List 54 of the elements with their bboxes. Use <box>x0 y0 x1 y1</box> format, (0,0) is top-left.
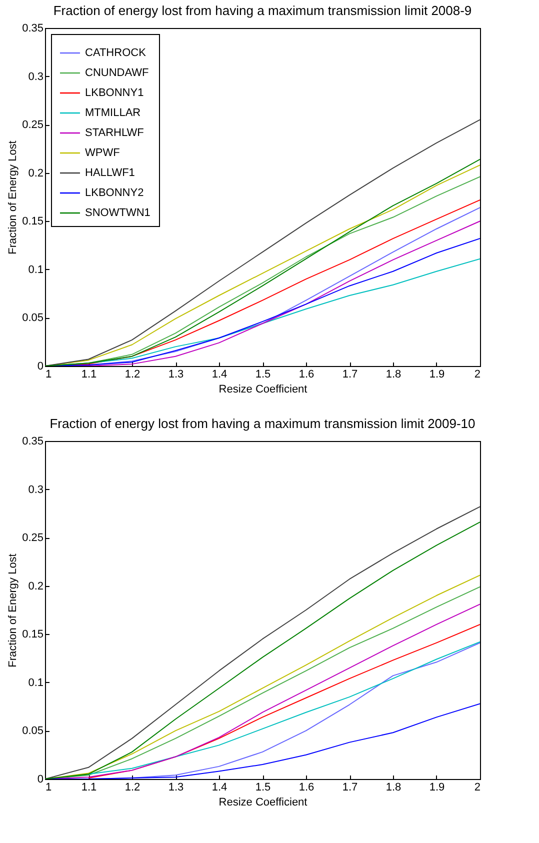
y-tick-label: 0 <box>37 774 44 786</box>
x-tick-label: 1.7 <box>342 368 358 380</box>
x-tick-label: 2 <box>474 368 480 380</box>
x-tick-label: 1.7 <box>342 782 358 794</box>
y-tick-label: 0.35 <box>22 436 44 448</box>
legend-label: WPWF <box>85 147 120 159</box>
legend-label: LKBONNY1 <box>85 87 144 99</box>
legend-label: MTMILLAR <box>85 107 141 119</box>
y-tick-label: 0 <box>37 360 44 372</box>
x-tick-label: 1.6 <box>298 368 314 380</box>
x-tick-label: 1 <box>46 368 52 380</box>
x-axis-title: Resize Coefficient <box>218 796 308 808</box>
x-tick-label: 1.4 <box>212 368 228 380</box>
x-tick-label: 2 <box>474 782 480 794</box>
x-tick-label: 1.1 <box>81 368 97 380</box>
x-tick-label: 1.3 <box>168 368 184 380</box>
x-tick-label: 1.2 <box>124 782 140 794</box>
y-tick-label: 0.3 <box>28 70 44 83</box>
x-tick-label: 1.3 <box>168 782 184 794</box>
line-series <box>45 119 480 366</box>
legend-label: STARHLWF <box>85 127 144 139</box>
x-tick-label: 1.8 <box>386 368 402 380</box>
legend-label: SNOWTWN1 <box>85 207 150 219</box>
x-tick-label: 1.4 <box>212 782 228 794</box>
y-tick-label: 0.35 <box>22 22 44 34</box>
y-tick-label: 0.25 <box>22 532 44 544</box>
legend-label: LKBONNY2 <box>85 187 144 199</box>
y-tick-label: 0.2 <box>28 167 44 180</box>
legend-label: CATHROCK <box>85 47 147 59</box>
legend-label: HALLWF1 <box>85 167 135 179</box>
legend-label: CNUNDAWF <box>85 67 150 79</box>
x-tick-label: 1.8 <box>386 782 402 794</box>
y-tick-label: 0.1 <box>28 264 44 276</box>
y-tick-label: 0.15 <box>22 628 44 641</box>
y-tick-label: 0.05 <box>22 725 44 738</box>
x-tick-label: 1.2 <box>124 368 140 380</box>
y-axis-title: Fraction of Energy Lost <box>7 554 20 668</box>
y-tick-label: 0.1 <box>28 676 44 689</box>
x-tick-label: 1.5 <box>255 368 271 380</box>
x-tick-label: 1.6 <box>298 782 314 794</box>
chart-title: Fraction of energy lost from having a maximum transmission limit 2009-10 <box>50 416 476 431</box>
y-tick-label: 0.3 <box>28 484 44 496</box>
x-tick-label: 1.9 <box>429 368 445 380</box>
x-tick-label: 1.5 <box>255 782 271 794</box>
x-axis-title: Resize Coefficient <box>218 384 308 396</box>
x-tick-label: 1 <box>46 782 52 794</box>
y-tick-label: 0.05 <box>22 312 44 324</box>
y-tick-label: 0.2 <box>28 580 44 592</box>
x-tick-label: 1.9 <box>429 782 445 794</box>
chart-title: Fraction of energy lost from having a maximum transmission limit 2008-9 <box>53 3 472 18</box>
y-axis-title: Fraction of Energy Lost <box>7 140 20 254</box>
y-tick-label: 0.25 <box>22 119 44 132</box>
x-tick-label: 1.1 <box>81 782 97 794</box>
y-tick-label: 0.15 <box>22 216 44 228</box>
